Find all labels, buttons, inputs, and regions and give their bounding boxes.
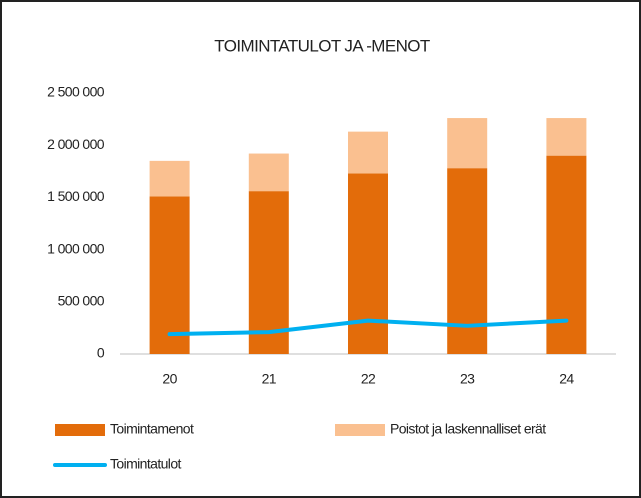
bar — [447, 168, 488, 354]
y-tick-label: 1 000 000 — [47, 240, 105, 256]
y-tick-label: 500 000 — [58, 293, 105, 309]
bar — [546, 118, 587, 156]
line — [167, 318, 569, 337]
legend-swatch — [335, 424, 385, 436]
chart-title: TOIMINTATULOT JA -MENOT — [214, 36, 430, 55]
bar — [149, 160, 190, 197]
bar — [348, 131, 388, 174]
bar — [248, 191, 289, 354]
bar — [149, 196, 190, 354]
legend-label: Poistot ja laskennalliset erät — [390, 421, 546, 437]
y-tick-label: 1 500 000 — [47, 188, 105, 204]
legend-swatch — [55, 424, 105, 436]
bar — [248, 153, 289, 192]
y-tick-label: 2 500 000 — [47, 84, 105, 100]
x-tick-label: 21 — [262, 371, 277, 387]
legend-label: Toimintatulot — [110, 456, 182, 472]
x-tick-label: 22 — [361, 371, 376, 387]
bar — [348, 173, 388, 354]
y-tick-label: 2 000 000 — [47, 136, 105, 152]
bar — [546, 155, 587, 354]
bar — [447, 118, 488, 169]
x-tick-label: 23 — [460, 371, 475, 387]
y-tick-label: 0 — [97, 345, 105, 361]
legend-label: Toimintamenot — [110, 421, 194, 437]
x-tick-label: 20 — [162, 371, 177, 387]
x-tick-label: 24 — [559, 371, 574, 387]
